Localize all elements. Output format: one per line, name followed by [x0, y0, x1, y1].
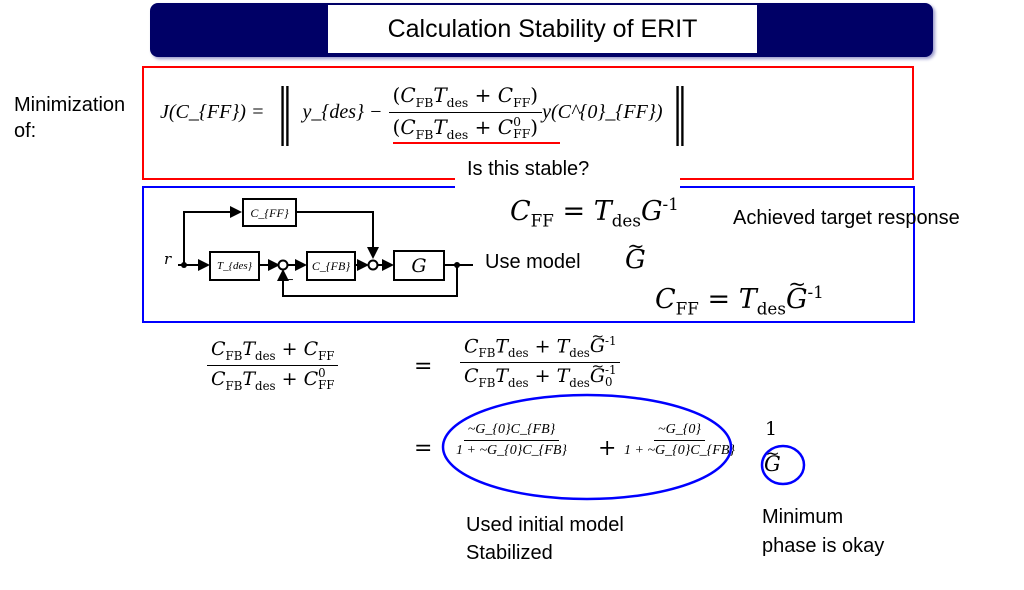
- achieved-target-note: Achieved target response: [733, 207, 960, 229]
- term-1: ~G_{0}C_{FB} 1 + ~G_{0}C_{FB}: [452, 422, 571, 459]
- minphase-note-line2: phase is okay: [762, 535, 885, 557]
- objective-equation: J(C_{FF}) = ‖ y_{des} − (CFBTdes + CFF)(…: [160, 77, 688, 147]
- term2-denominator: 1 + ~G_{0}C_{FB}: [624, 443, 735, 458]
- use-model-label: Use model: [485, 251, 581, 273]
- diagram-cff-block: C_{FF}: [250, 206, 289, 220]
- diagram-input-label: r: [164, 250, 172, 268]
- derivation-lhs: CFBTdes + CFF CFBTdes + C 0 FF: [207, 338, 339, 393]
- term-2: ~G_{0} 1 + ~G_{0}C_{FB}: [620, 422, 739, 459]
- term-3-numerator: 1: [765, 418, 778, 440]
- stabilized-note-line1: Used initial model: [466, 514, 624, 536]
- term2-numerator: ~G_{0}: [654, 422, 705, 441]
- model-feedforward-equation: CFF = TdesG-1: [655, 272, 824, 318]
- equals-sign-2: =: [414, 436, 433, 461]
- objective-denominator: (CFBTdes + C 0 FF): [392, 113, 539, 142]
- objective-label: Minimization of:: [14, 92, 125, 144]
- slide-title: Calculation Stability of ERIT: [328, 5, 757, 53]
- diagram-plant-block: G: [411, 254, 427, 277]
- term1-numerator: ~G_{0}C_{FB}: [463, 422, 560, 441]
- term-3-denominator: G: [764, 443, 781, 476]
- objective-tail: y(C^{0}_{FF}): [542, 100, 663, 123]
- objective-numerator: (CFBTdes + CFF): [388, 83, 543, 113]
- stability-question: Is this stable?: [455, 155, 680, 191]
- plus-sign: +: [598, 436, 617, 461]
- model-symbol: G: [625, 234, 646, 275]
- diagram-tdes-block: T_{des}: [216, 260, 253, 272]
- minimum-phase-note: Minimum phase is okay: [762, 503, 884, 561]
- diagram-cfb-block: C_{FB}: [311, 258, 351, 273]
- term1-denominator: 1 + ~G_{0}C_{FB}: [456, 443, 567, 458]
- minphase-note-line1: Minimum: [762, 506, 844, 528]
- stabilized-note: Used initial model Stabilized: [466, 511, 624, 567]
- ideal-feedforward-equation: CFF = TdesG-1: [510, 194, 679, 231]
- equals-sign-1: =: [414, 354, 433, 379]
- objective-label-line1: Minimization: [14, 94, 126, 116]
- rhs-denominator: CFBTdes + TdesG-10: [460, 357, 620, 390]
- lhs-denominator: CFBTdes + C 0 FF: [211, 366, 335, 393]
- rhs-numerator: CFBTdes + TdesG-1: [460, 327, 621, 364]
- diagram-minus-sign: −: [286, 272, 294, 287]
- block-diagram: [178, 198, 473, 297]
- objective-label-line2: of:: [14, 120, 37, 142]
- objective-ydes: y_{des} −: [302, 100, 383, 123]
- denominator-underline: [393, 142, 560, 144]
- stabilized-note-line2: Stabilized: [466, 542, 553, 564]
- lhs-numerator: CFBTdes + CFF: [207, 338, 339, 366]
- objective-lhs: J(C_{FF}) =: [160, 100, 265, 123]
